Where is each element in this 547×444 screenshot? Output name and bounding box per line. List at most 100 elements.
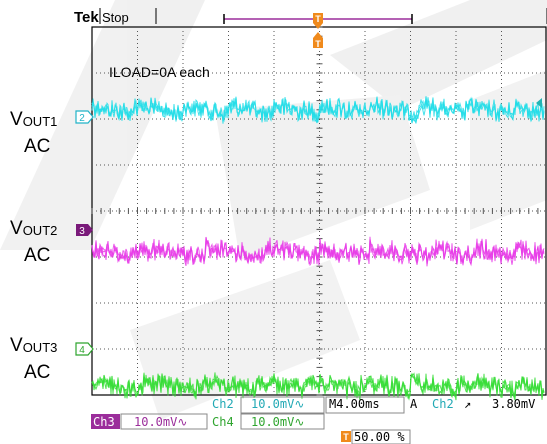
grid-dot <box>319 323 320 324</box>
grid-dot <box>296 72 297 74</box>
grid-dot <box>319 335 320 336</box>
grid-dot <box>244 210 245 212</box>
ch3-ground-marker[interactable]: 3 <box>76 224 93 237</box>
grid-dot <box>501 235 502 236</box>
grid-dot <box>380 72 381 74</box>
grid-dot <box>528 348 529 350</box>
grid-dot <box>188 348 189 350</box>
grid-dot <box>410 267 411 268</box>
grid-dot <box>332 118 333 120</box>
grid-dot <box>182 235 184 236</box>
grid-dot <box>472 348 473 350</box>
grid-dot <box>410 339 411 340</box>
grid-dot <box>124 164 125 166</box>
acq-mode: A <box>410 397 418 411</box>
grid-dot <box>276 210 277 212</box>
grid-dot <box>512 72 513 74</box>
grid-dot <box>364 227 366 228</box>
grid-dot <box>137 203 138 204</box>
grid-dot <box>160 118 161 120</box>
grid-dot <box>364 259 366 260</box>
grid-dot <box>455 63 457 64</box>
grid-dot <box>364 143 366 144</box>
grid-dot <box>455 323 457 324</box>
grid-dot <box>140 210 141 212</box>
grid-dot <box>288 72 289 74</box>
grid-dot <box>501 99 502 100</box>
grid-dot <box>364 131 366 132</box>
grid-dot <box>476 348 477 350</box>
grid-dot <box>204 72 205 74</box>
grid-dot <box>182 207 184 208</box>
grid-dot <box>182 215 184 216</box>
grid-dot <box>137 91 138 92</box>
grid-dot <box>448 72 449 74</box>
grid-dot <box>412 210 413 212</box>
grid-dot <box>410 195 411 196</box>
grid-dot <box>216 302 217 304</box>
grid-dot <box>319 287 320 288</box>
grid-dot <box>432 348 433 350</box>
grid-dot <box>240 72 241 74</box>
grid-dot <box>484 72 485 74</box>
grid-dot <box>232 348 233 350</box>
grid-dot <box>228 155 229 156</box>
grid-dot <box>455 179 457 180</box>
grid-dot <box>364 123 366 124</box>
grid-dot <box>444 72 445 74</box>
grid-dot <box>319 203 320 204</box>
trig-slope: ↗ <box>464 397 471 411</box>
grid-dot <box>364 363 366 364</box>
grid-dot <box>137 295 138 296</box>
grid-dot <box>264 348 265 350</box>
grid-dot <box>273 243 275 244</box>
grid-dot <box>501 127 502 128</box>
grid-dot <box>182 71 184 72</box>
trigger-position-marker[interactable]: T T <box>313 13 323 49</box>
trace-ch2 <box>91 96 545 124</box>
grid-dot <box>440 256 441 258</box>
grid-dot <box>492 302 493 304</box>
grid-dot <box>410 215 411 216</box>
grid-dot <box>496 348 497 350</box>
grid-dot <box>496 210 497 212</box>
grid-dot <box>319 67 320 68</box>
grid-dot <box>476 72 477 74</box>
grid-dot <box>455 291 457 292</box>
grid-dot <box>456 72 457 74</box>
grid-dot <box>364 287 366 288</box>
grid-dot <box>324 118 325 120</box>
grid-dot <box>319 331 320 332</box>
grid-dot <box>182 331 184 332</box>
grid-dot <box>100 210 101 212</box>
grid-dot <box>296 256 297 258</box>
grid-dot <box>273 223 275 224</box>
grid-dot <box>148 302 149 304</box>
grid-dot <box>416 72 417 74</box>
grid-dot <box>319 187 320 188</box>
grid-dot <box>364 111 366 112</box>
grid-dot <box>112 164 113 166</box>
grid-dot <box>268 118 269 120</box>
trig-pos-glyph: T <box>343 432 349 442</box>
grid-dot <box>501 63 502 64</box>
grid-dot <box>410 35 411 36</box>
grid-dot <box>228 47 229 48</box>
grid-dot <box>455 215 457 216</box>
grid-dot <box>455 91 457 92</box>
grid-dot <box>501 239 502 240</box>
grid-dot <box>455 171 457 172</box>
trigger-level-marker[interactable] <box>536 98 542 108</box>
grid-dot <box>256 302 257 304</box>
grid-dot <box>410 327 411 328</box>
grid-dot <box>252 72 253 74</box>
grid-dot <box>319 199 320 200</box>
ch2-ground-marker[interactable]: 2 <box>75 110 94 124</box>
grid-dot <box>240 164 241 166</box>
grid-dot <box>182 51 184 52</box>
ch4-ground-marker[interactable]: 4 <box>75 342 94 356</box>
grid-dot <box>182 375 184 376</box>
grid-dot <box>224 210 225 212</box>
grid-dot <box>252 302 253 304</box>
grid-dot <box>501 43 502 44</box>
